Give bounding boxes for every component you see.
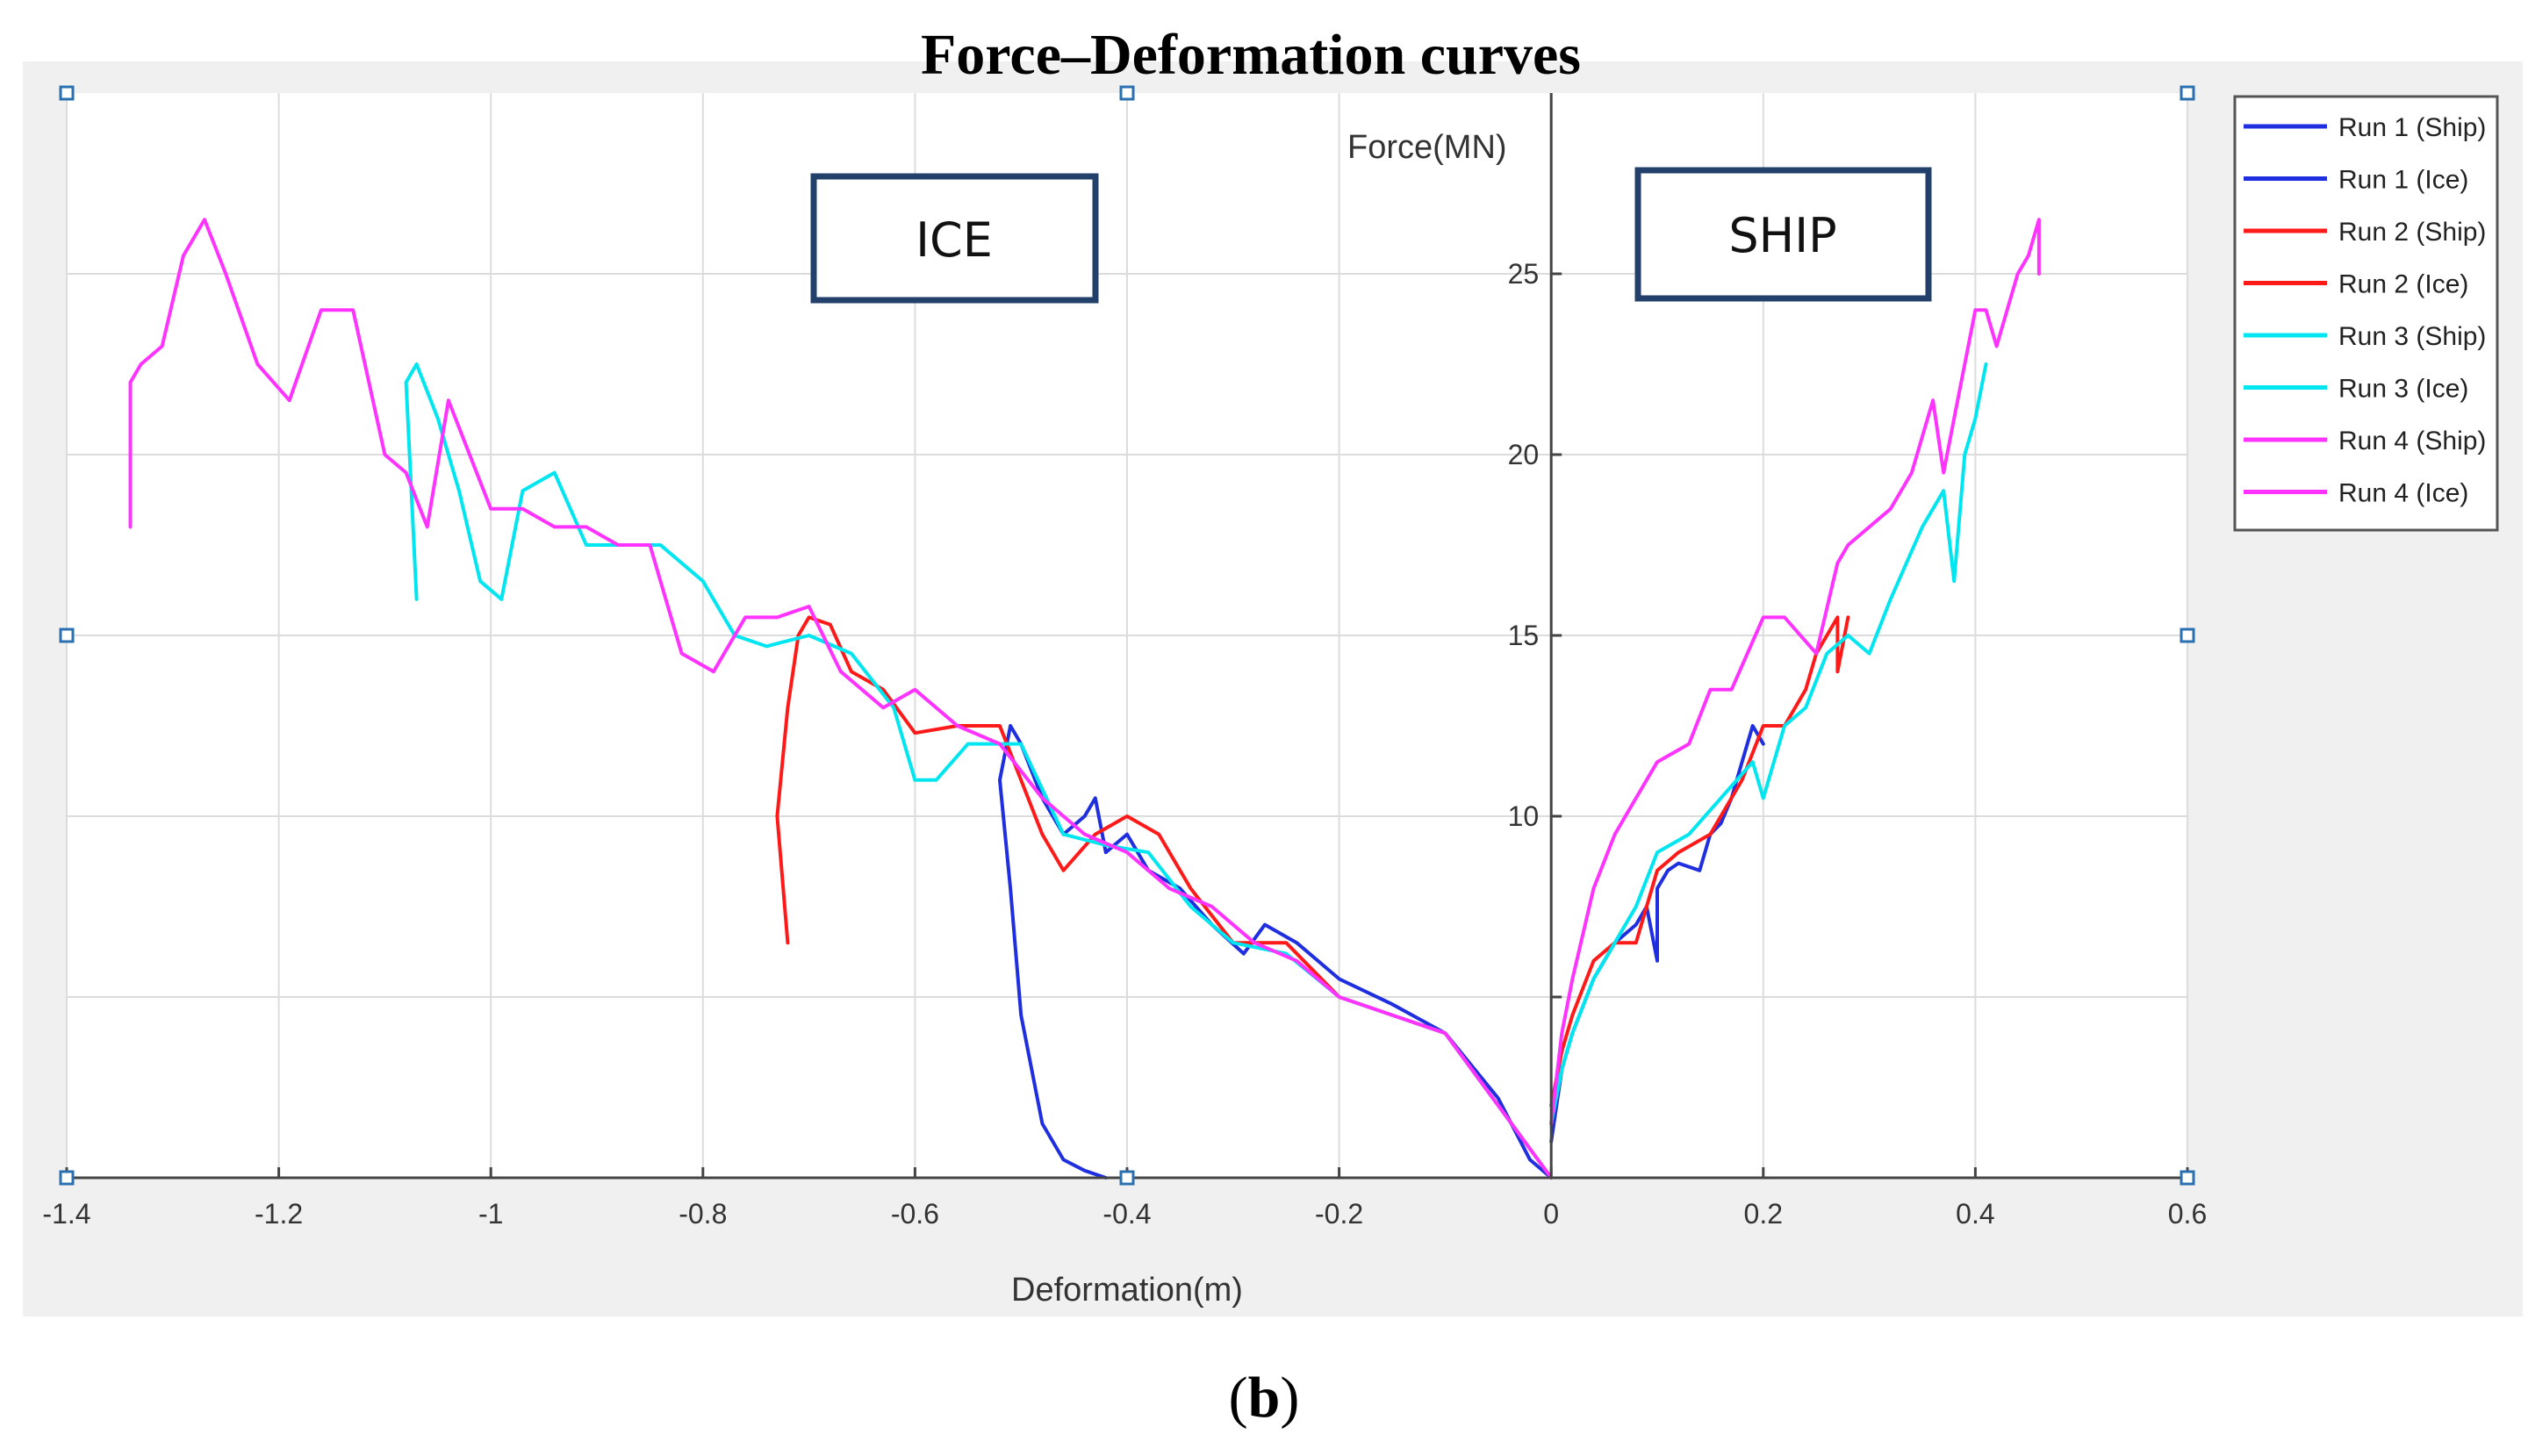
y-tick-label: 10 [1508,800,1540,832]
x-tick-label: 0.2 [1744,1198,1783,1230]
series-line-run-4-ship [1549,218,2041,1126]
y-tick-label: 20 [1508,439,1540,470]
legend-label: Run 2 (Ice) [2338,270,2468,299]
legend-label: Run 3 (Ship) [2338,322,2486,351]
legend-label: Run 4 (Ice) [2338,479,2468,508]
x-tick-labels: -1.4 -1.2 -1 -0.8 -0.6 -0.4 -0.2 0 0.2 0.4 0.6 [42,1198,2207,1230]
series-line-run-3-ship [1549,362,1988,1126]
ice-annotation-box: ICE [810,173,1099,304]
x-tick-label: 0 [1543,1198,1559,1230]
selection-handle [1119,85,1135,101]
series-line-run-2-ship [1549,615,1850,1108]
y-tick-label: 25 [1508,258,1540,290]
legend-box [2233,95,2499,532]
legend: Run 1 (Ship) Run 1 (Ice) Run 2 (Ship) Run 2… [2233,95,2499,532]
legend-items: Run 1 (Ship) Run 1 (Ice) Run 2 (Ship) Run 2… [2244,113,2486,508]
x-tick-label: -0.2 [1315,1198,1363,1230]
selection-handle [2180,628,2195,643]
series-layer [128,218,2041,1180]
series-line-run-1-ice [998,724,1554,1180]
x-tick-label: -1.4 [42,1198,90,1230]
chart-title: Force–Deformation curves [921,23,1581,87]
caption-label: b [1247,1366,1281,1430]
y-tick-label: 15 [1508,620,1540,651]
caption-close-paren: ) [1280,1366,1300,1430]
selection-handles [59,85,2195,1186]
legend-label: Run 1 (Ice) [2338,166,2468,195]
x-tick-label: -0.4 [1102,1198,1151,1230]
figure-caption: (b) [0,1365,2528,1431]
series-line-run-4-ice [128,218,1554,1180]
legend-label: Run 3 (Ice) [2338,375,2468,404]
selection-handle [59,628,75,643]
x-axis-label: Deformation(m) [1011,1272,1243,1309]
selection-handle [59,1170,75,1186]
y-tick-labels: 10 15 20 25 [1508,258,1540,832]
selection-handle [2180,85,2195,101]
y-axis-label: Force(MN) [1347,129,1507,166]
ice-annotation-text: ICE [916,212,993,268]
caption-open-paren: ( [1228,1366,1248,1430]
legend-label: Run 1 (Ship) [2338,113,2486,142]
x-tick-label: -0.8 [679,1198,727,1230]
x-tick-label: -1.2 [255,1198,303,1230]
selection-handle [2180,1170,2195,1186]
ship-annotation-box: SHIP [1634,167,1932,302]
x-tick-label: -0.6 [891,1198,939,1230]
ship-annotation-text: SHIP [1728,208,1836,263]
x-tick-label: 0.6 [2168,1198,2207,1230]
selection-handle [1119,1170,1135,1186]
legend-label: Run 2 (Ship) [2338,218,2486,247]
legend-label: Run 4 (Ship) [2338,427,2486,455]
selection-handle [59,85,75,101]
x-tick-label: 0.4 [1956,1198,1994,1230]
x-tick-label: -1 [478,1198,503,1230]
